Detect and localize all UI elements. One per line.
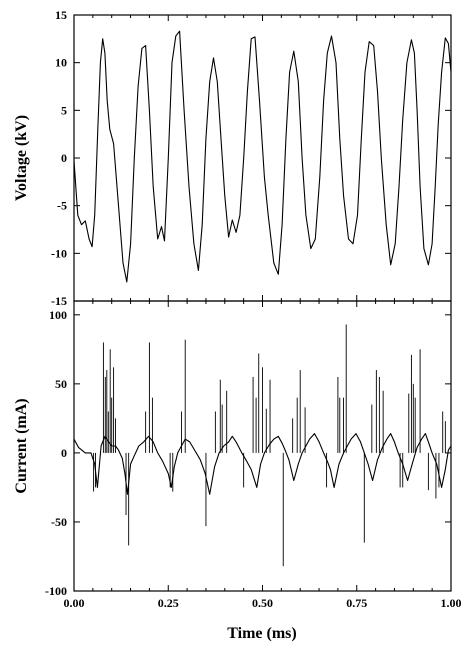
voltage-ytick-label: -15 xyxy=(51,294,67,308)
current-ytick-label: -100 xyxy=(45,584,67,598)
voltage-ytick-label: 10 xyxy=(55,56,67,70)
voltage-ytick-label: 15 xyxy=(55,8,67,22)
current-ytick-label: 50 xyxy=(55,377,67,391)
voltage-ytick-label: -5 xyxy=(57,199,67,213)
current-line xyxy=(73,433,452,495)
current-ytick-label: 0 xyxy=(61,446,67,460)
time-xtick-label: 0.75 xyxy=(346,596,367,610)
current-ytick-label: -50 xyxy=(51,515,67,529)
voltage-ytick-label: 5 xyxy=(61,103,67,117)
voltage-plot-frame xyxy=(73,14,452,302)
time-xtick-label: 0.25 xyxy=(158,596,179,610)
voltage-line xyxy=(73,30,452,283)
voltage-ylabel: Voltage (kV) xyxy=(13,115,30,201)
voltage-trace xyxy=(73,30,452,283)
current-ytick-label: 100 xyxy=(49,308,67,322)
time-xtick-label: 0.50 xyxy=(252,596,273,610)
time-xtick-label: 0.00 xyxy=(64,596,85,610)
time-xlabel: Time (ms) xyxy=(227,625,296,642)
time-xtick-label: 1.00 xyxy=(441,596,462,610)
voltage-ytick-label: 0 xyxy=(61,151,67,165)
voltage-ytick-label: -10 xyxy=(51,246,67,260)
voltage-panel: 15 10 5 0 -5 -10 -15 Voltage (kV) xyxy=(13,8,452,308)
current-trace xyxy=(73,324,452,567)
current-ylabel: Current (mA) xyxy=(13,398,30,493)
